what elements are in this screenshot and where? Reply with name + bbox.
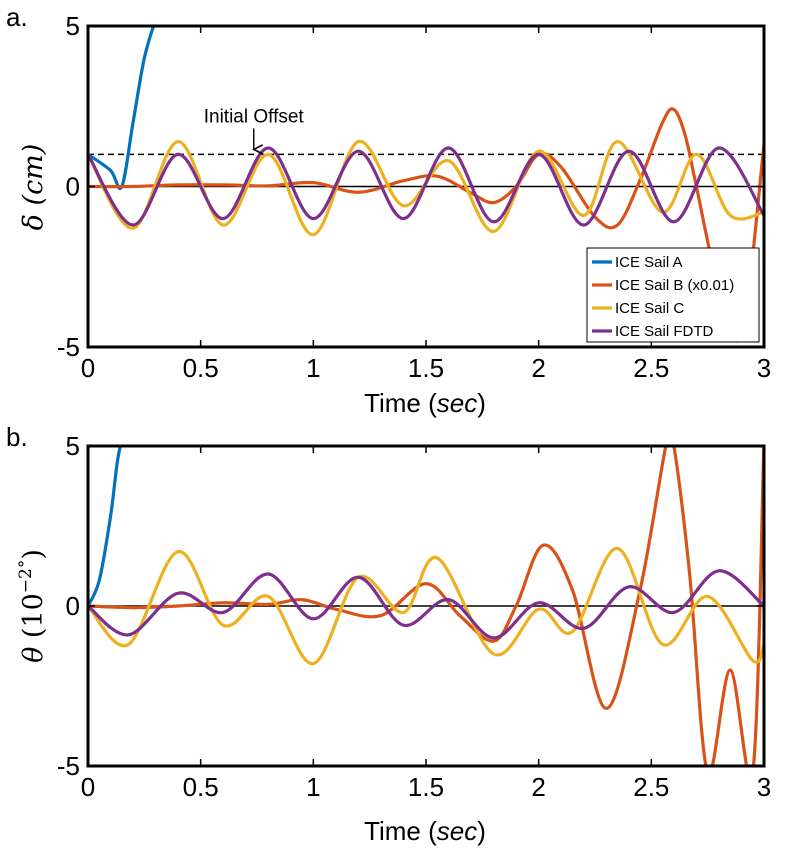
panel-b-label: b. (6, 422, 28, 452)
panel-b-xtick-label: 0 (81, 772, 95, 802)
panel-b-xtick-label: 1 (306, 772, 320, 802)
panel-b-ytick-label: 0 (66, 591, 80, 621)
panel-a-axes-frame (86, 24, 766, 349)
panel-a-series-ice-sail-fdtd (88, 146, 764, 227)
panel-a-label: a. (6, 2, 28, 32)
panel-b-xtick-label: 3 (757, 772, 771, 802)
panel-b-ytick-label: -5 (57, 751, 80, 781)
panel-b-xtick-label: 0.5 (183, 772, 219, 802)
panel-b-series-ice-sail-a (88, 446, 122, 608)
legend-box (586, 247, 760, 343)
panel-a: a. 0 0.5 1 1.5 2 2.5 3-505 Time (sec) δ (cm) I… (6, 2, 771, 418)
panel-b-axes-frame (86, 444, 766, 768)
annotation-text: Initial Offset (204, 106, 305, 127)
panel-b-x-axis-label: Time (sec) (364, 816, 486, 846)
panel-a-xtick-label: 0 (81, 353, 95, 383)
legend-label: ICE Sail FDTD (615, 323, 714, 340)
legend-entry-ice-sail-b-x0-01: ICE Sail B (x0.01) (592, 277, 734, 294)
panel-b-series-ice-sail-c (88, 546, 764, 666)
panel-b-series-ice-sail-b-x0-01 (88, 446, 764, 766)
legend-entry-ice-sail-fdtd: ICE Sail FDTD (592, 323, 714, 340)
panel-a-x-axis-label: Time (sec) (364, 388, 486, 418)
panel-a-ytick-label: 0 (66, 172, 80, 202)
panel-b: b. 0 0.5 1 1.5 2 2.5 3-505 Time (sec) θ (10−2°… (6, 422, 771, 846)
panel-b-xtick-label: 2.5 (633, 772, 669, 802)
panel-a-xtick-label: 0.5 (183, 353, 219, 383)
panel-b-y-axis-label: θ (10−2°) (16, 549, 49, 663)
panel-a-xtick-label: 1 (306, 353, 320, 383)
panel-a-series-ice-sail-a (88, 26, 156, 190)
panel-a-ytick-label: -5 (57, 332, 80, 362)
panel-a-ytick-label: 5 (66, 11, 80, 41)
panel-b-xtick-label: 1.5 (408, 772, 444, 802)
panel-b-ytick-label: 5 (66, 431, 80, 461)
legend-label: ICE Sail C (615, 300, 684, 317)
panel-a-series-ice-sail-c (88, 139, 764, 237)
panel-b-series-ice-sail-fdtd (88, 569, 764, 640)
panel-a-xtick-label: 1.5 (408, 353, 444, 383)
legend-label: ICE Sail B (x0.01) (615, 277, 734, 294)
legend-label: ICE Sail A (615, 254, 683, 271)
initial-offset-annotation: Initial Offset (204, 106, 305, 149)
panel-a-xtick-label: 2 (531, 353, 545, 383)
legend-entry-ice-sail-c: ICE Sail C (592, 300, 684, 317)
panel-a-y-axis-label: δ (cm) (18, 144, 49, 231)
legend-entry-ice-sail-a: ICE Sail A (592, 254, 683, 271)
panel-a-xtick-label: 3 (757, 353, 771, 383)
legend: ICE Sail A ICE Sail B (x0.01) ICE Sail C IC… (586, 247, 760, 343)
panel-b-xtick-label: 2 (531, 772, 545, 802)
panel-a-xtick-label: 2.5 (633, 353, 669, 383)
